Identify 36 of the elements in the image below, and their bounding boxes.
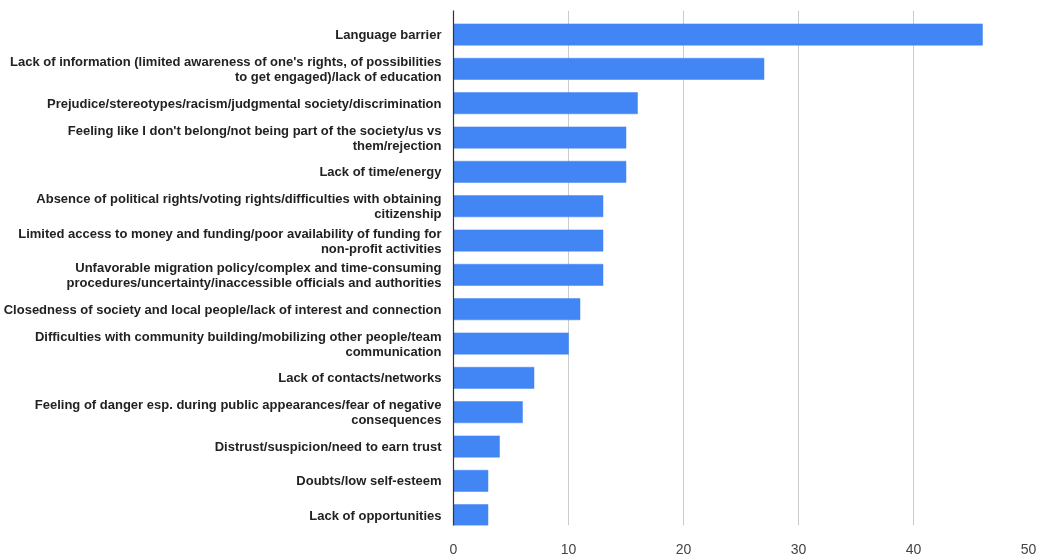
bar: [453, 160, 627, 183]
bar: [453, 469, 489, 492]
bar: [453, 401, 523, 424]
y-tick-label: Language barrier: [335, 27, 442, 43]
bar: [453, 92, 638, 115]
bar: [453, 366, 535, 389]
y-tick-label: Distrust/suspicion/need to earn trust: [214, 439, 443, 455]
x-tick-label: 20: [675, 540, 692, 557]
bar: [453, 332, 569, 355]
y-tick-label: Prejudice/stereotypes/racism/judgmental society/discrimination: [47, 95, 442, 111]
y-tick-label: Limited access to money and funding/poor availability of funding for non-profit activities: [18, 225, 442, 256]
y-tick-label: Lack of time/energy: [319, 164, 443, 180]
bar: [453, 504, 489, 526]
bar: [453, 435, 500, 458]
bar: [453, 57, 765, 80]
y-tick-label: Doubts/low self-esteem: [296, 473, 442, 489]
bar: [453, 195, 604, 218]
y-tick-label: Feeling like I don't belong/not being part of the society/us vs them/rejection: [67, 122, 442, 153]
y-tick-label: Lack of contacts/networks: [278, 370, 442, 386]
bar: [453, 23, 983, 46]
y-tick-label: Feeling of danger esp. during public appearances/fear of negative consequences: [34, 397, 442, 428]
y-tick-label: Lack of opportunities: [309, 507, 442, 523]
x-tick-label: 0: [449, 540, 458, 557]
y-tick-label: Closedness of society and local people/lack of interest and connection: [3, 301, 442, 317]
x-tick-label: 50: [1020, 540, 1037, 557]
y-tick-label: Unfavorable migration policy/complex and time-consuming procedures/uncertainty/inaccessible officials and authorities: [66, 259, 442, 290]
x-tick-label: 10: [560, 540, 577, 557]
bar: [453, 263, 604, 286]
y-tick-label: Difficulties with community building/mobilizing other people/team communication: [34, 328, 442, 359]
y-tick-label: Absence of political rights/voting rights/difficulties with obtaining citizenship: [36, 191, 442, 222]
x-tick-label: 30: [790, 540, 807, 557]
bar: [453, 229, 604, 252]
x-tick-label: 40: [905, 540, 922, 557]
bar: [453, 298, 581, 321]
y-tick-label: Lack of information (limited awareness of one's rights, of possibilities to get engaged)/lack of education: [10, 53, 442, 84]
bar: [453, 126, 627, 149]
